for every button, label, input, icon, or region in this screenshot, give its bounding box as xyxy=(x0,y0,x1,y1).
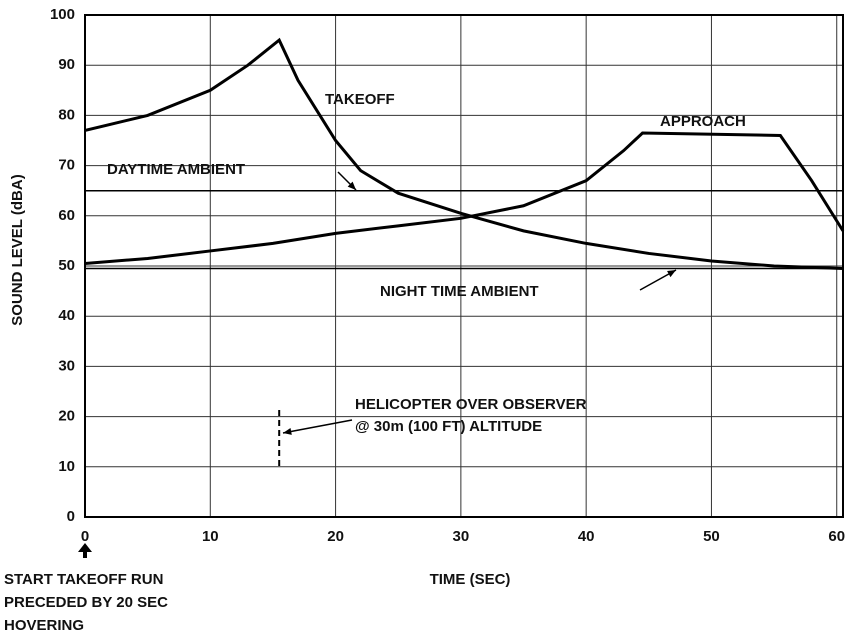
y-axis-label: SOUND LEVEL (dBA) xyxy=(9,174,26,325)
y-tick-label: 60 xyxy=(58,207,75,224)
arrow-head xyxy=(283,428,292,435)
x-axis-label: TIME (SEC) xyxy=(430,571,511,588)
plot-frame xyxy=(84,14,844,518)
start-marker xyxy=(78,543,92,552)
y-tick-label: 80 xyxy=(58,106,75,123)
annotation: HELICOPTER OVER OBSERVER xyxy=(355,396,587,413)
y-tick-label: 100 xyxy=(50,6,75,23)
annotation: HOVERING xyxy=(4,617,84,634)
x-tick-label: 20 xyxy=(327,528,344,545)
y-tick-label: 70 xyxy=(58,157,75,174)
x-tick-label: 40 xyxy=(578,528,595,545)
y-tick-label: 30 xyxy=(58,357,75,374)
series-label: NIGHT TIME AMBIENT xyxy=(380,283,539,300)
y-tick-label: 50 xyxy=(58,257,75,274)
y-tick-label: 10 xyxy=(58,458,75,475)
arrow-line xyxy=(282,419,353,434)
x-tick-label: 30 xyxy=(453,528,470,545)
line xyxy=(84,37,844,271)
y-tick-label: 20 xyxy=(58,408,75,425)
x-tick-label: 10 xyxy=(202,528,219,545)
series-label: TAKEOFF xyxy=(325,91,395,108)
x-tick-label: 60 xyxy=(828,528,845,545)
series-label: DAYTIME AMBIENT xyxy=(107,161,245,178)
annotation: @ 30m (100 FT) ALTITUDE xyxy=(355,418,542,435)
y-tick-label: 40 xyxy=(58,307,75,324)
x-tick-label: 50 xyxy=(703,528,720,545)
annotation: START TAKEOFF RUN xyxy=(4,571,163,588)
x-tick-label: 0 xyxy=(81,528,89,545)
arrow-head xyxy=(347,181,356,190)
line xyxy=(84,131,845,265)
arrow-head xyxy=(667,270,676,278)
y-tick-label: 90 xyxy=(58,56,75,73)
annotation: PRECEDED BY 20 SEC xyxy=(4,594,168,611)
series-label: APPROACH xyxy=(660,113,746,130)
y-tick-label: 0 xyxy=(67,508,75,525)
